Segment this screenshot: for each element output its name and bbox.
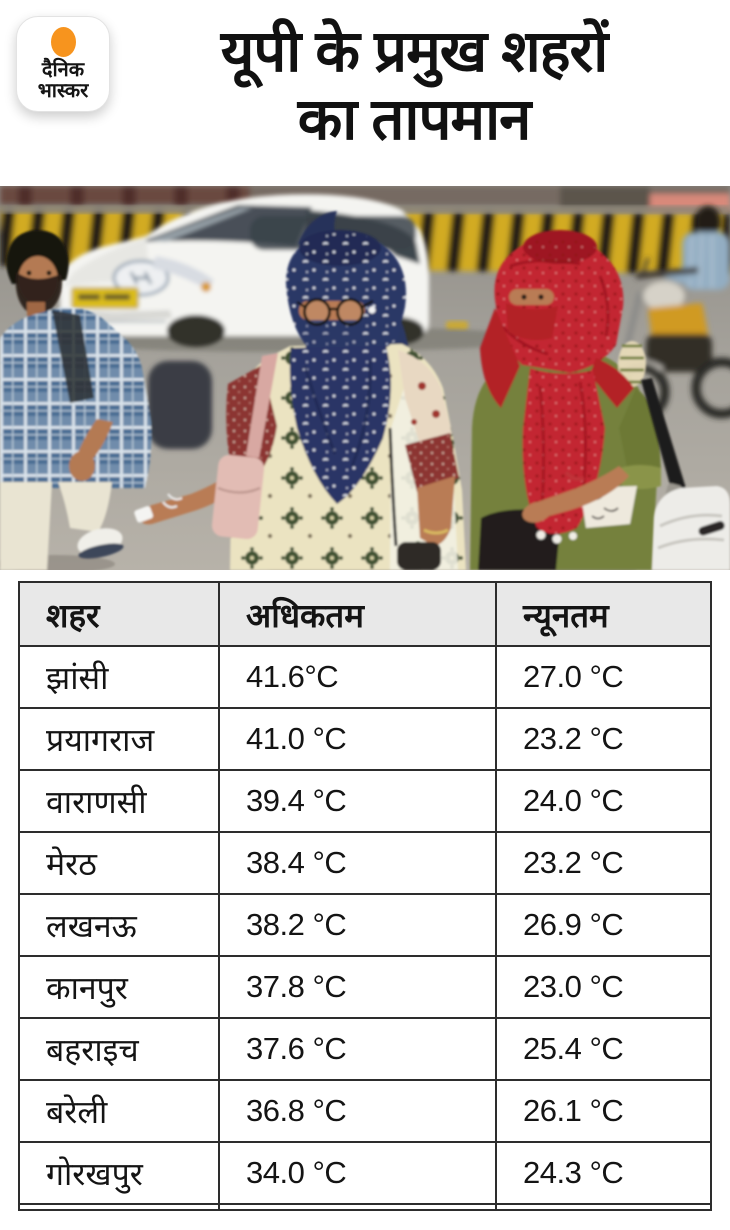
max-temp-cell: 36.8 °C — [218, 1079, 497, 1143]
min-temp-cell: 23.2 °C — [495, 707, 712, 771]
city-cell: बरेली — [18, 1079, 220, 1143]
table-row: प्रयागराज 41.0 °C 23.2 °C — [18, 707, 712, 771]
city-cell: लखनऊ — [18, 893, 220, 957]
column-header-min: न्यूनतम — [495, 581, 712, 647]
min-temp-cell: 26.9 °C — [495, 893, 712, 957]
table-row: बरेली 36.8 °C 26.1 °C — [18, 1079, 712, 1143]
max-temp-cell: 38.4 °C — [218, 831, 497, 895]
max-temp-cell: 41.6°C — [218, 645, 497, 709]
min-temp-cell: 26.1 °C — [495, 1079, 712, 1143]
table-row: झांसी 41.6°C 27.0 °C — [18, 645, 712, 709]
city-cell: मेरठ — [18, 831, 220, 895]
woman-navy-scarf — [134, 211, 466, 570]
logo-text-line1: दैनिक — [41, 59, 85, 82]
column-header-city: शहर — [18, 581, 220, 647]
max-temp-cell: 37.8 °C — [218, 955, 497, 1019]
page-title-line1: यूपी के प्रमुख शहरों — [220, 19, 609, 84]
city-cell: झांसी — [18, 645, 220, 709]
city-cell: कानपुर — [18, 955, 220, 1019]
temperature-table: शहर अधिकतम न्यूनतम झांसी 41.6°C 27.0 °C … — [18, 581, 712, 1211]
max-temp-cell: 34.0 °C — [218, 1141, 497, 1205]
city-cell: प्रयागराज — [18, 707, 220, 771]
page-title: यूपी के प्रमुख शहरों का तापमान — [110, 14, 718, 155]
pedestrian-man — [0, 230, 212, 570]
table-row: मेरठ 38.4 °C 23.2 °C — [18, 831, 712, 895]
road-yellow-dash — [446, 321, 468, 330]
max-temp-cell: 38.2 °C — [218, 893, 497, 957]
column-header-max: अधिकतम — [218, 581, 497, 647]
page-title-line2: का तापमान — [297, 87, 532, 153]
logo-sun-icon — [50, 27, 76, 58]
motorcycle-rider — [610, 206, 730, 422]
table-row: कानपुर 37.8 °C 23.0 °C — [18, 955, 712, 1019]
min-temp-cell: 25.4 °C — [495, 1017, 712, 1081]
masthead: दैनिक भास्कर यूपी के प्रमुख शहरों का ताप… — [0, 0, 730, 186]
city-cell: वाराणसी — [18, 769, 220, 833]
min-temp-cell: 23.0 °C — [495, 955, 712, 1019]
dainik-bhaskar-logo: दैनिक भास्कर — [16, 16, 110, 112]
max-temp-cell: 41.0 °C — [218, 707, 497, 771]
logo-text-line2: भास्कर — [37, 79, 89, 102]
background-railing — [0, 186, 730, 212]
white-handbag — [641, 378, 730, 570]
max-temp-cell: 37.6 °C — [218, 1017, 497, 1081]
min-temp-cell: 24.3 °C — [495, 1141, 712, 1205]
table-row: वाराणसी 39.4 °C 24.0 °C — [18, 769, 712, 833]
max-temp-cell: 39.4 °C — [218, 769, 497, 833]
min-temp-cell: 23.2 °C — [495, 831, 712, 895]
min-temp-cell: 27.0 °C — [495, 645, 712, 709]
table-row-cutoff — [18, 1203, 712, 1211]
min-temp-cell: 24.0 °C — [495, 769, 712, 833]
city-cell: गोरखपुर — [18, 1141, 220, 1205]
table-row: गोरखपुर 34.0 °C 24.3 °C — [18, 1141, 712, 1205]
table-row: लखनऊ 38.2 °C 26.9 °C — [18, 893, 712, 957]
table-header-row: शहर अधिकतम न्यूनतम — [18, 581, 712, 647]
heat-street-photo — [0, 186, 730, 570]
table-row: बहराइच 37.6 °C 25.4 °C — [18, 1017, 712, 1081]
city-cell: बहराइच — [18, 1017, 220, 1081]
woman-red-scarf — [470, 230, 661, 570]
